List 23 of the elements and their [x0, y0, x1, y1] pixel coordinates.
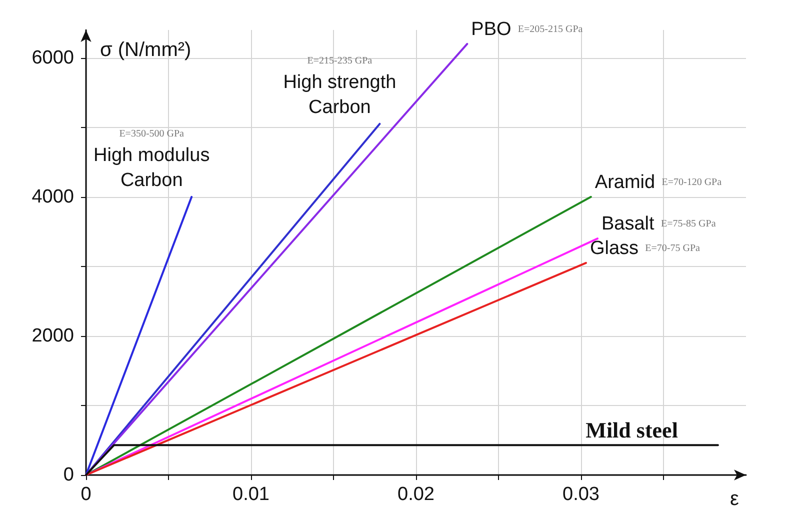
series-label: PBO: [471, 18, 512, 40]
y-tick-label: 0: [63, 464, 74, 486]
annotation: E=350-500 GPa: [119, 128, 185, 140]
series-label: High strength Carbon: [283, 72, 396, 118]
annotation: E=75-85 GPa: [660, 218, 716, 230]
series-label: Glass: [590, 238, 639, 259]
series-label: Mild steel: [586, 418, 678, 443]
x-tick-label: 0: [80, 484, 92, 505]
series-label: High modulus Carbon: [94, 144, 210, 191]
series-label: Basalt: [602, 214, 656, 235]
x-axis-title: ε: [730, 488, 739, 510]
annotation: E=215-235 GPa: [307, 55, 373, 66]
y-tick-label: 2000: [32, 325, 74, 346]
annotation: E=70-120 GPa: [662, 176, 722, 188]
series-label: Aramid: [594, 172, 656, 193]
x-tick-label: 0.01: [232, 484, 270, 505]
annotation: E=205-215 GPa: [518, 24, 584, 35]
y-axis-title: σ (N/mm²): [100, 39, 192, 61]
x-tick-label: 0.02: [398, 484, 434, 505]
x-tick-label: 0.03: [562, 484, 600, 505]
y-tick-label: 4000: [32, 186, 74, 208]
annotation: E=70-75 GPa: [645, 242, 701, 254]
y-tick-label: 6000: [32, 47, 74, 68]
